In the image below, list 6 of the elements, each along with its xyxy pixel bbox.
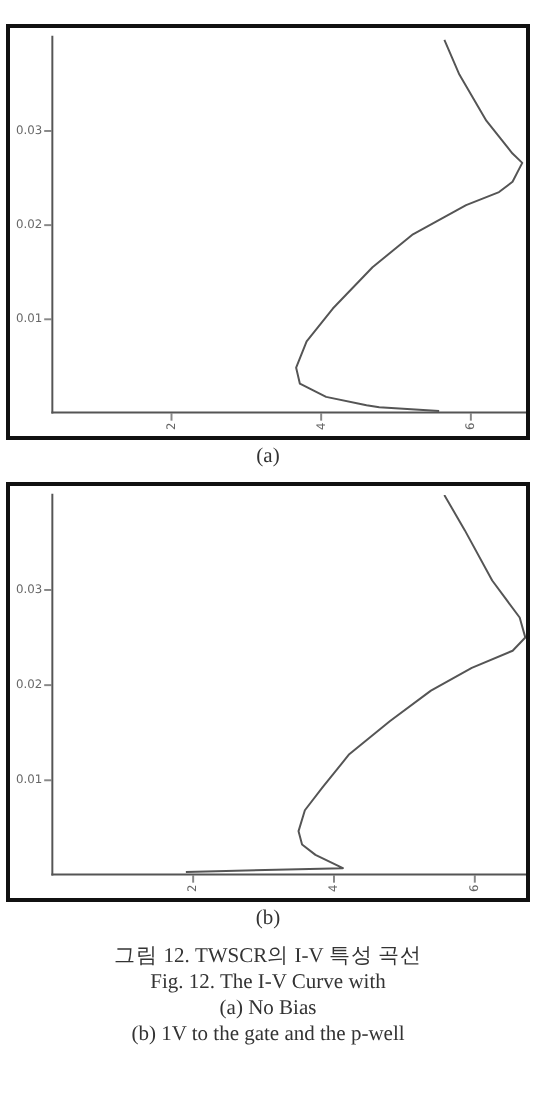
text: (b) — [253, 906, 283, 932]
text: (a) No Bias — [217, 996, 319, 1022]
text: (b) 1V to the gate and the p-well — [129, 1022, 407, 1048]
caption: 그림 12. TWSCR의 I-V 특성 곡선 — [112, 944, 424, 970]
caption: Fig. 12. The I-V Curve with — [148, 970, 388, 996]
text: (a) — [254, 444, 282, 470]
